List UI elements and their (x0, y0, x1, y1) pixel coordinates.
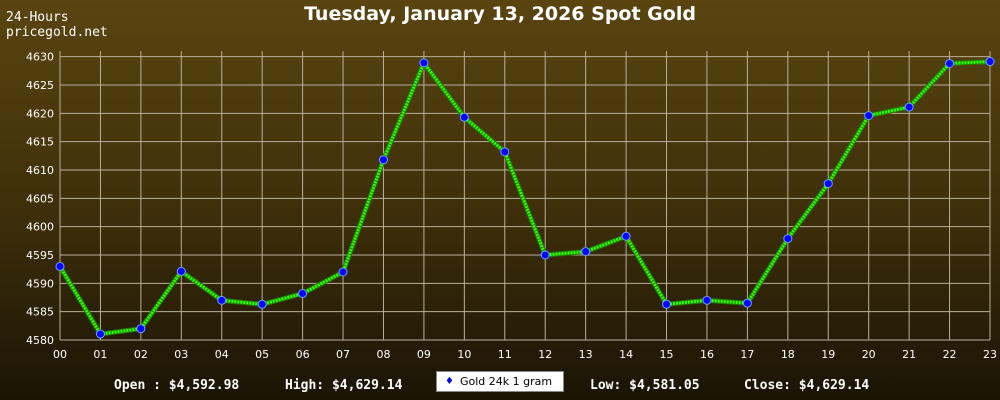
high-price: High: $4,629.14 (285, 378, 403, 393)
y-tick-label: 4620 (26, 107, 54, 120)
series-points (55, 57, 995, 339)
y-tick-label: 4585 (26, 306, 54, 319)
x-tick-label: 19 (821, 348, 835, 361)
data-point (217, 295, 227, 305)
x-tick-label: 07 (336, 348, 350, 361)
x-tick-label: 16 (700, 348, 714, 361)
data-point (378, 155, 388, 165)
x-tick-label: 13 (579, 348, 593, 361)
x-tick-label: 04 (215, 348, 229, 361)
data-point (581, 247, 591, 257)
x-tick-label: 17 (740, 348, 754, 361)
x-tick-label: 08 (376, 348, 390, 361)
y-tick-label: 4630 (26, 51, 54, 64)
data-point (864, 111, 874, 121)
x-tick-label: 21 (902, 348, 916, 361)
x-tick-label: 18 (781, 348, 795, 361)
y-tick-label: 4610 (26, 164, 54, 177)
data-point (621, 231, 631, 241)
series-line-path (58, 60, 991, 336)
data-point (783, 234, 793, 244)
open-price: Open : $4,592.98 (114, 378, 240, 393)
series-line (57, 59, 991, 337)
data-point (945, 58, 955, 68)
legend-marker-icon: ♦ (445, 376, 454, 387)
x-tick-label: 01 (93, 348, 107, 361)
data-point (985, 57, 995, 67)
close-price: Close: $4,629.14 (744, 378, 870, 393)
y-tick-label: 4625 (26, 79, 54, 92)
data-point (136, 324, 146, 334)
x-tick-label: 22 (943, 348, 957, 361)
chart-period-label: 24-Hours (6, 10, 69, 25)
x-tick-label: 12 (538, 348, 552, 361)
data-point (742, 298, 752, 308)
site-name: pricegold.net (6, 25, 108, 40)
x-tick-label: 02 (134, 348, 148, 361)
grid (59, 51, 991, 341)
y-tick-label: 4600 (26, 221, 54, 234)
y-tick-label: 4580 (26, 334, 54, 347)
x-tick-label: 09 (417, 348, 431, 361)
data-point (257, 299, 267, 309)
data-point (459, 112, 469, 122)
series-line-shadow (57, 59, 991, 337)
chart-legend: ♦ Gold 24k 1 gram (436, 371, 564, 392)
y-tick-label: 4595 (26, 249, 54, 262)
data-point (55, 261, 65, 271)
y-tick-label: 4590 (26, 277, 54, 290)
data-point (500, 147, 510, 157)
x-tick-label: 06 (296, 348, 310, 361)
legend-label: Gold 24k 1 gram (459, 375, 553, 388)
data-point (662, 299, 672, 309)
x-tick-label: 11 (498, 348, 512, 361)
x-tick-label: 20 (862, 348, 876, 361)
y-tick-label: 4615 (26, 136, 54, 149)
data-point (540, 250, 550, 260)
data-point (419, 58, 429, 68)
x-tick-label: 14 (619, 348, 633, 361)
data-point (176, 266, 186, 276)
data-point (298, 289, 308, 299)
y-tick-label: 4605 (26, 192, 54, 205)
x-tick-label: 10 (457, 348, 471, 361)
chart-title: Tuesday, January 13, 2026 Spot Gold (304, 3, 696, 25)
data-point (823, 179, 833, 189)
x-tick-label: 05 (255, 348, 269, 361)
data-point (338, 267, 348, 277)
x-tick-label: 00 (53, 348, 67, 361)
x-tick-label: 15 (660, 348, 674, 361)
data-point (95, 329, 105, 339)
x-tick-label: 03 (174, 348, 188, 361)
low-price: Low: $4,581.05 (590, 378, 700, 393)
data-point (702, 295, 712, 305)
x-tick-label: 23 (983, 348, 997, 361)
data-point (904, 102, 914, 112)
axis-ticks: 00 01 02 03 04 05 06 07 08 09 10 11 12 13 14 15 16 17 18 19… (26, 51, 997, 361)
